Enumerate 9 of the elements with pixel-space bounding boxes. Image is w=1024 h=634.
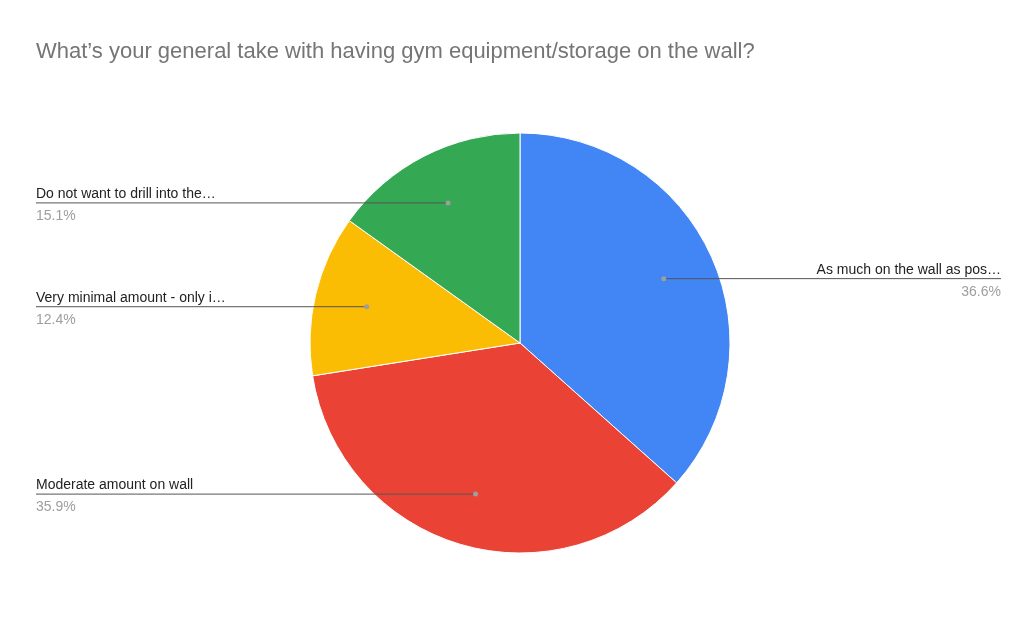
slice-label: Do not want to drill into the… (36, 184, 216, 201)
data-label: 35.9% (36, 498, 76, 515)
slice-label: Very minimal amount - only i… (36, 288, 226, 305)
data-label: 15.1% (36, 206, 76, 223)
data-label: 12.4% (36, 310, 76, 327)
data-label: 36.6% (961, 282, 1001, 299)
chart-title: What’s your general take with having gym equipment/storage on the wall? (36, 38, 755, 63)
slice-label: As much on the wall as pos… (816, 260, 1001, 277)
slice-label: Moderate amount on wall (36, 476, 194, 493)
